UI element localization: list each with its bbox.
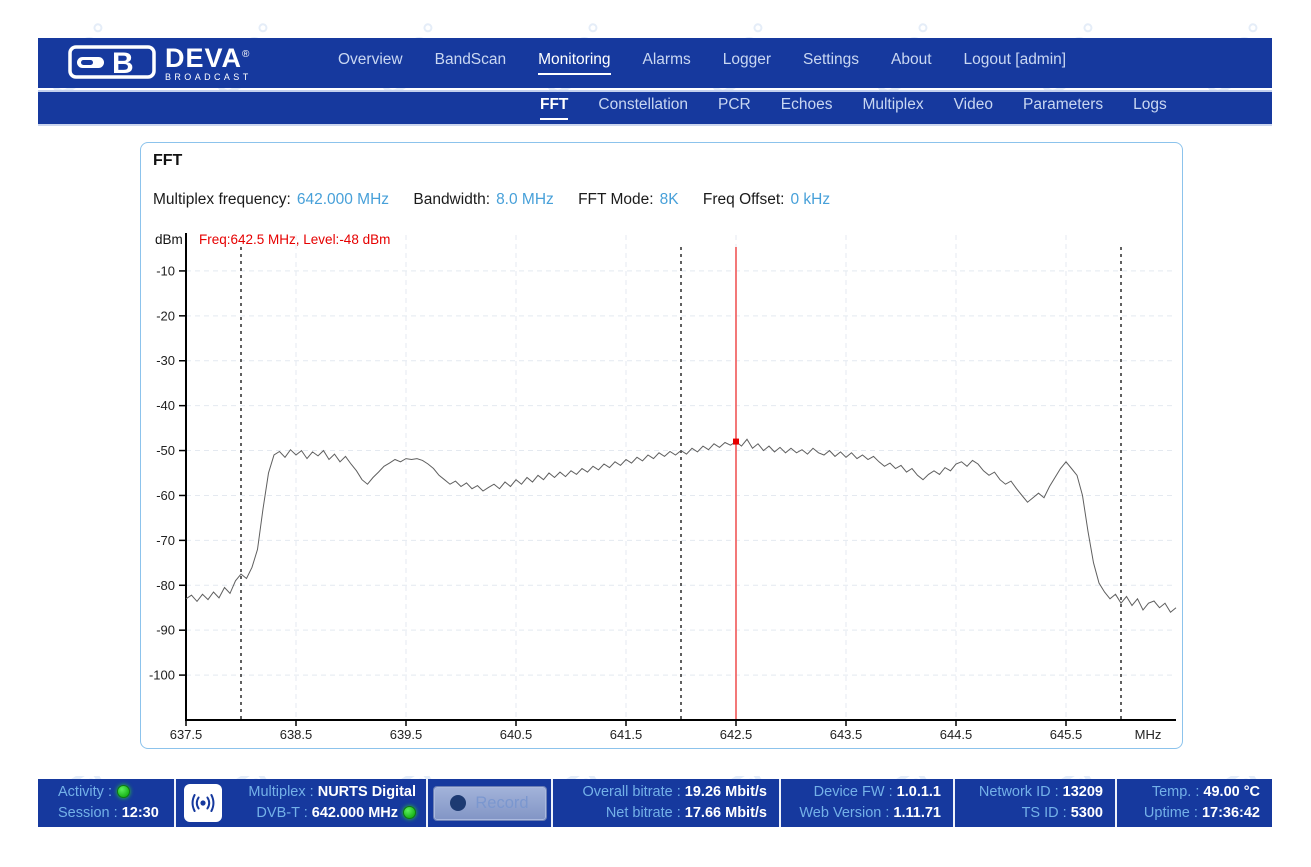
nav-item-logout[interactable]: Logout [admin]	[963, 51, 1067, 68]
nav-item-logger[interactable]: Logger	[722, 51, 772, 68]
sub-nav: FFT Constellation PCR Echoes Multiplex V…	[38, 90, 1272, 124]
status-bar: Activity : Session : 12:30 Multiplex : N…	[38, 779, 1272, 827]
deva-emblem-icon: B	[68, 44, 156, 79]
fft-info-row: Multiplex frequency: 642.000 MHz Bandwidt…	[153, 191, 850, 209]
registered-mark: ®	[242, 48, 251, 60]
dvbt-value: 642.000 MHz	[311, 805, 398, 821]
svg-text:643.5: 643.5	[830, 727, 863, 742]
svg-text:dBm: dBm	[155, 232, 183, 247]
svg-text:-30: -30	[156, 353, 175, 368]
svg-text:638.5: 638.5	[280, 727, 313, 742]
multiplex-label: Multiplex :	[248, 784, 314, 800]
svg-text:640.5: 640.5	[500, 727, 533, 742]
broadcast-signal-icon	[184, 784, 222, 822]
record-icon	[450, 795, 467, 811]
overall-bitrate-label: Overall bitrate :	[582, 784, 681, 800]
subnav-item-multiplex[interactable]: Multiplex	[862, 96, 924, 113]
svg-text:-60: -60	[156, 488, 175, 503]
multiplex-value: NURTS Digital	[317, 784, 416, 800]
status-section-versions: Device FW : 1.0.1.1 Web Version : 1.11.7…	[781, 779, 955, 827]
web-version-value: 1.11.71	[893, 805, 941, 821]
brand-name: DEVA	[165, 42, 243, 73]
content-area: FFT Multiplex frequency: 642.000 MHz Band…	[38, 124, 1272, 776]
session-label: Session :	[58, 805, 118, 821]
overall-bitrate-value: 19.26 Mbit/s	[684, 784, 767, 800]
nav-item-overview[interactable]: Overview	[338, 51, 403, 68]
net-bitrate-label: Net bitrate :	[605, 805, 681, 821]
freq-offset-label: Freq Offset:	[702, 191, 785, 208]
network-id-label: Network ID :	[978, 784, 1059, 800]
net-bitrate-value: 17.66 Mbit/s	[684, 805, 767, 821]
subnav-item-parameters[interactable]: Parameters	[1023, 96, 1104, 113]
status-section-multiplex: Multiplex : NURTS Digital DVB-T : 642.00…	[176, 779, 428, 827]
nav-item-alarms[interactable]: Alarms	[642, 51, 691, 68]
ts-id-label: TS ID :	[1021, 805, 1067, 821]
svg-text:642.5: 642.5	[720, 727, 753, 742]
fft-spectrum-chart[interactable]: -10 -20 -30 -40 -50 -60 -70 -80 -90 -100 637.5 638.…	[141, 143, 1182, 748]
uptime-label: Uptime :	[1143, 805, 1198, 821]
activity-label: Activity :	[58, 784, 112, 800]
svg-text:-90: -90	[156, 623, 175, 638]
svg-text:639.5: 639.5	[390, 727, 423, 742]
brand-subtitle: BROADCAST	[165, 71, 252, 82]
subnav-item-echoes[interactable]: Echoes	[780, 96, 833, 113]
svg-text:B: B	[112, 47, 134, 79]
device-fw-value: 1.0.1.1	[896, 784, 941, 800]
temp-value: 49.00 °C	[1203, 784, 1260, 800]
bandwidth-value: 8.0 MHz	[496, 191, 554, 208]
temp-label: Temp. :	[1151, 784, 1200, 800]
bandwidth-label: Bandwidth:	[413, 191, 491, 208]
network-id-value: 13209	[1062, 784, 1103, 800]
panel-title: FFT	[153, 152, 183, 169]
freq-offset-value: 0 kHz	[790, 191, 831, 208]
fft-panel: FFT Multiplex frequency: 642.000 MHz Band…	[140, 142, 1183, 749]
fft-mode-label: FFT Mode:	[578, 191, 654, 208]
subnav-item-logs[interactable]: Logs	[1133, 96, 1167, 113]
device-fw-label: Device FW :	[813, 784, 893, 800]
svg-text:-100: -100	[149, 668, 175, 683]
ts-id-value: 5300	[1070, 805, 1103, 821]
svg-text:-70: -70	[156, 533, 175, 548]
status-section-bitrate: Overall bitrate : 19.26 Mbit/s Net bitra…	[553, 779, 781, 827]
nav-item-monitoring[interactable]: Monitoring	[538, 51, 611, 75]
status-section-record: Record	[428, 779, 553, 827]
svg-text:644.5: 644.5	[940, 727, 973, 742]
svg-text:641.5: 641.5	[610, 727, 643, 742]
fft-mode-value: 8K	[659, 191, 679, 208]
header: B DEVA® BROADCAST Overview BandScan Moni…	[38, 38, 1272, 88]
svg-text:-50: -50	[156, 443, 175, 458]
activity-indicator-green	[116, 785, 130, 798]
svg-text:-40: -40	[156, 398, 175, 413]
record-button-label: Record	[475, 793, 529, 812]
subnav-item-video[interactable]: Video	[953, 96, 993, 113]
status-section-device: Temp. : 49.00 °C Uptime : 17:36:42	[1117, 779, 1272, 827]
subnav-item-constellation[interactable]: Constellation	[598, 96, 689, 113]
uptime-value: 17:36:42	[1201, 805, 1260, 821]
dvbt-lock-indicator-green	[403, 806, 416, 819]
svg-text:-80: -80	[156, 578, 175, 593]
svg-text:-20: -20	[156, 308, 175, 323]
logo-text: DEVA® BROADCAST	[165, 42, 252, 82]
svg-text:637.5: 637.5	[170, 727, 203, 742]
svg-text:Freq:642.5 MHz, Level:-48 dBm: Freq:642.5 MHz, Level:-48 dBm	[199, 232, 390, 247]
session-value: 12:30	[121, 805, 159, 821]
web-version-label: Web Version :	[799, 805, 890, 821]
dvbt-label: DVB-T :	[256, 805, 308, 821]
nav-item-settings[interactable]: Settings	[803, 51, 860, 68]
main-nav: Overview BandScan Monitoring Alarms Logg…	[338, 38, 1066, 88]
deva-logo: B DEVA® BROADCAST	[68, 42, 252, 82]
svg-text:-10: -10	[156, 263, 175, 278]
subnav-item-fft[interactable]: FFT	[540, 96, 569, 120]
nav-item-about[interactable]: About	[891, 51, 932, 68]
svg-text:MHz: MHz	[1135, 727, 1162, 742]
svg-text:645.5: 645.5	[1050, 727, 1083, 742]
multiplex-frequency-label: Multiplex frequency:	[153, 191, 291, 208]
status-section-activity: Activity : Session : 12:30	[38, 779, 176, 827]
record-button[interactable]: Record	[433, 786, 546, 820]
status-section-ids: Network ID : 13209 TS ID : 5300	[955, 779, 1117, 827]
subnav-item-pcr[interactable]: PCR	[718, 96, 751, 113]
nav-item-bandscan[interactable]: BandScan	[434, 51, 507, 68]
multiplex-frequency-value: 642.000 MHz	[296, 191, 390, 208]
